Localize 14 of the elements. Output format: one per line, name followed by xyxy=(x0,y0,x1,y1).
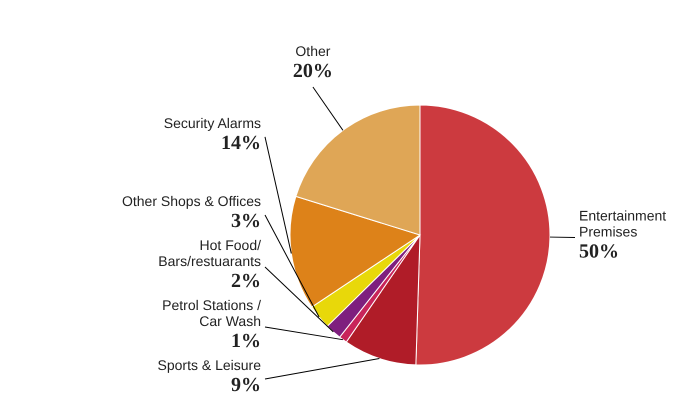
data-label: 50% xyxy=(579,240,619,263)
slice-label: Security Alarms xyxy=(164,114,261,131)
slice-label: Entertainment Premises xyxy=(579,208,666,240)
data-label: 3% xyxy=(231,210,261,232)
slice-label: Other xyxy=(295,43,331,59)
data-label: 20% xyxy=(292,60,333,82)
data-label: 2% xyxy=(231,270,261,292)
slice-label: Petrol Stations / Car Wash xyxy=(162,297,262,329)
data-label: 9% xyxy=(231,374,261,396)
data-label: 1% xyxy=(231,330,261,352)
data-label: 14% xyxy=(221,132,261,154)
slice-label: Sports & Leisure xyxy=(158,357,262,373)
slice-label: Other Shops & Offices xyxy=(122,193,261,209)
slice-label: Hot Food/ Bars/restuarants xyxy=(158,237,262,269)
